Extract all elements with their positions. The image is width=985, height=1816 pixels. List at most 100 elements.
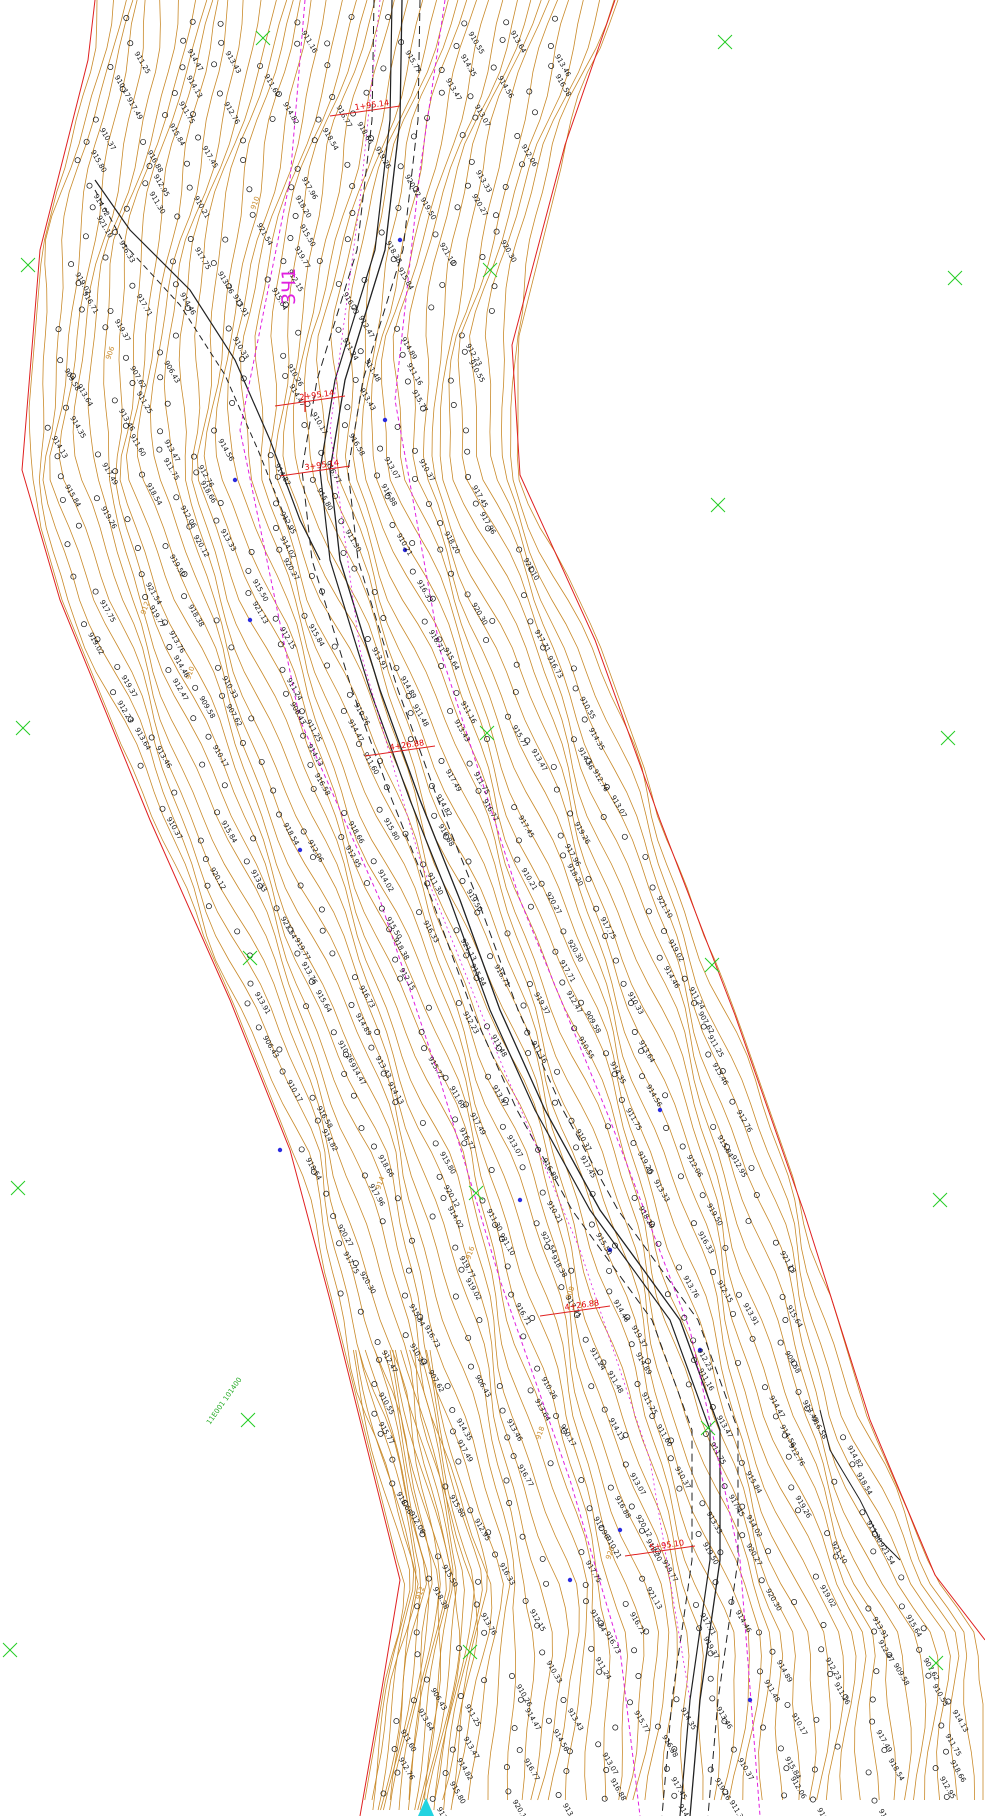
elevation-point — [222, 236, 229, 243]
elevation-point — [190, 111, 196, 118]
elevation-point — [820, 1622, 827, 1628]
elevation-point — [560, 852, 567, 859]
contour-line — [38, 0, 419, 1801]
elevation-point — [681, 975, 688, 982]
elevation-point — [239, 740, 246, 746]
elevation-point — [309, 476, 316, 483]
contour-line — [49, 0, 433, 1801]
survey-point — [397, 237, 403, 243]
elevation-label: 913.91 — [741, 1302, 760, 1327]
elevation-point — [757, 1668, 763, 1675]
elevation-point — [402, 1292, 408, 1299]
elevation-point — [380, 615, 387, 621]
elevation-label: 918.54 — [321, 127, 340, 153]
elevation-point — [300, 732, 307, 739]
elevation-point — [466, 760, 473, 767]
elevation-point — [435, 1553, 441, 1560]
elevation-point — [663, 1125, 670, 1131]
elevation-point — [516, 1747, 523, 1754]
elevation-label: 913.43 — [452, 718, 471, 743]
elevation-label: 919.02 — [86, 631, 105, 656]
elevation-point — [376, 1356, 383, 1363]
elevation-point — [777, 1339, 784, 1346]
elevation-point — [368, 1044, 375, 1051]
elevation-point — [352, 974, 358, 981]
elevation-point — [543, 1580, 550, 1587]
elevation-point — [578, 1477, 585, 1484]
elevation-point — [205, 733, 212, 740]
elevation-label: 915.84 — [468, 962, 487, 988]
elevation-point — [450, 402, 457, 408]
elevation-point — [527, 903, 534, 910]
elevation-label: 920.30 — [470, 601, 489, 626]
elevation-point — [280, 352, 287, 359]
elevation-point — [335, 326, 342, 333]
elevation-point — [588, 1221, 595, 1228]
elevation-point — [122, 422, 129, 429]
contour-line — [400, 1349, 457, 1811]
elevation-point — [639, 1575, 646, 1582]
elevation-point — [438, 89, 445, 96]
elevation-point — [756, 1629, 762, 1636]
elevation-point — [294, 40, 301, 47]
elevation-point — [508, 1291, 515, 1298]
elevation-label: 912.47 — [357, 314, 376, 339]
boundary-lines — [21, 0, 985, 1816]
elevation-label: 917.96 — [478, 511, 497, 537]
grid-cross-line — [928, 1655, 944, 1671]
elevation-point — [560, 928, 567, 935]
contour-line — [422, 0, 867, 1801]
elevation-point — [578, 1549, 585, 1556]
elevation-point — [781, 1432, 788, 1439]
elevation-label: 912.15 — [397, 967, 416, 992]
elevation-label: 915.80 — [382, 817, 401, 842]
elevation-point — [871, 1531, 878, 1538]
contour-line — [196, 0, 595, 1801]
elevation-point — [705, 1051, 712, 1058]
elevation-label: 919.50 — [418, 196, 437, 221]
elevation-point — [676, 1485, 683, 1492]
elevation-label: 914.46 — [612, 1298, 631, 1324]
contour-line — [28, 0, 405, 1801]
elevation-label: 913.64 — [416, 1707, 435, 1733]
elevation-point — [622, 1600, 629, 1607]
elevation-point — [573, 1144, 580, 1151]
elevation-point — [649, 1413, 656, 1419]
contour-line — [114, 0, 504, 1801]
elevation-point — [348, 13, 355, 20]
elevation-point — [630, 1140, 637, 1147]
elevation-point — [622, 1432, 629, 1439]
elevation-point — [357, 1308, 364, 1315]
elevation-label: 909.58 — [197, 695, 216, 720]
elevation-point — [377, 1430, 384, 1437]
grid-cross-line — [468, 1185, 484, 1201]
elevation-point — [165, 667, 172, 674]
elevation-point — [228, 644, 235, 651]
elevation-point — [634, 1381, 641, 1387]
elevation-label: 910.55 — [467, 30, 486, 55]
elevation-label: 917.45 — [200, 145, 219, 170]
centerlines — [232, 0, 761, 1816]
elevation-point — [179, 64, 186, 71]
elevation-point — [573, 1312, 580, 1319]
contour-line — [72, 0, 461, 1801]
elevation-point — [273, 525, 279, 531]
elevation-point — [618, 1096, 625, 1103]
contour-line — [383, 1349, 440, 1811]
contour-line — [125, 0, 516, 1801]
elevation-point — [75, 280, 82, 287]
elevation-point — [621, 833, 628, 840]
elevation-point — [707, 1766, 714, 1773]
elevation-label: 918.66 — [346, 820, 365, 846]
elevation-label: 915.64 — [904, 1613, 923, 1639]
elevation-point — [699, 1192, 706, 1199]
station-tick — [274, 395, 346, 407]
grid-cross-line — [710, 497, 726, 513]
elevation-point — [468, 158, 475, 165]
elevation-point — [417, 1314, 424, 1320]
elevation-point — [394, 423, 401, 430]
elevation-point — [57, 357, 64, 364]
elevation-point — [385, 14, 392, 21]
